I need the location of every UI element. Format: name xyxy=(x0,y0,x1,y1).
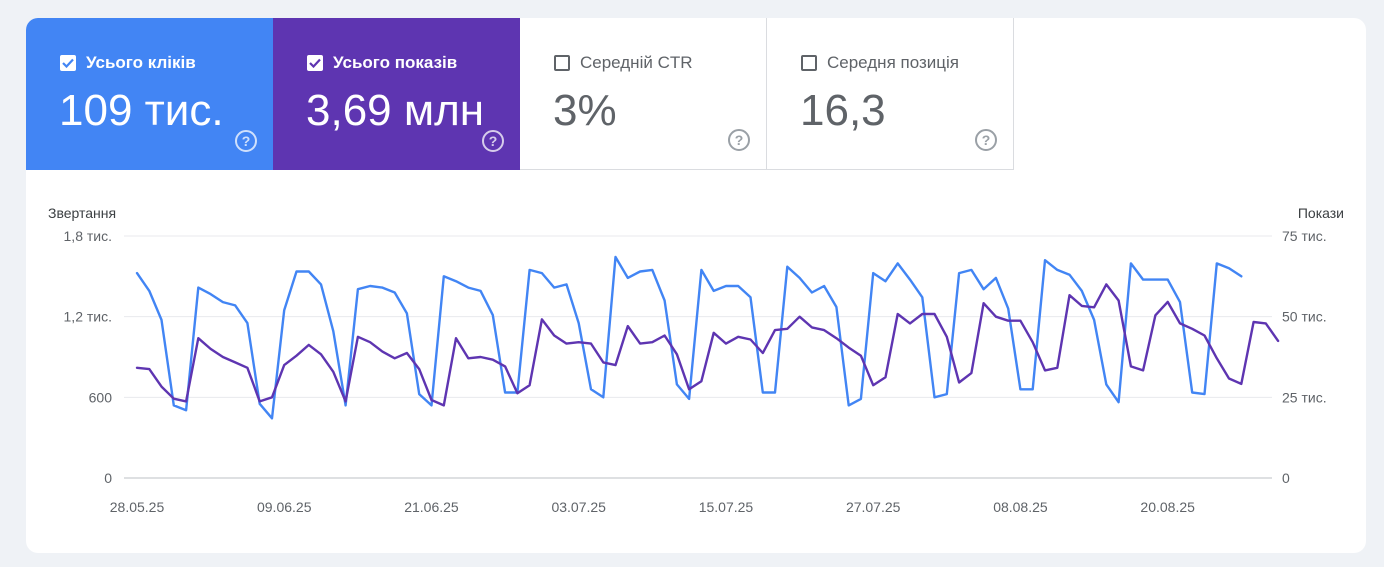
x-tick-label: 20.08.25 xyxy=(1140,499,1195,515)
metric-label: Усього показів xyxy=(333,53,458,72)
y-right-tick-label: 75 тис. xyxy=(1282,228,1327,244)
y-left-tick-label: 0 xyxy=(104,470,112,486)
x-tick-label: 09.06.25 xyxy=(257,499,312,515)
help-icon[interactable]: ? xyxy=(728,129,750,151)
metric-tile-clicks[interactable]: Усього кліків 109 тис. ? xyxy=(26,18,273,170)
y-right-tick-label: 50 тис. xyxy=(1282,309,1327,325)
series-lines xyxy=(135,255,1280,420)
x-tick-label: 27.07.25 xyxy=(846,499,901,515)
y-right-tick-label: 0 xyxy=(1282,470,1290,486)
checkbox-checked-icon[interactable] xyxy=(307,55,323,71)
y-left-tick-label: 600 xyxy=(89,389,113,405)
metric-value: 16,3 xyxy=(800,86,886,135)
performance-chart: Звертання Покази 0 0 600 25 тис. 1,2 тис. 50 … xyxy=(48,205,1344,515)
performance-card: Усього кліків 109 тис. ? Усього показів … xyxy=(26,18,1366,553)
grid: 0 0 600 25 тис. 1,2 тис. 50 тис. 1,8 тис. 75 ти… xyxy=(64,228,1327,515)
metric-label: Середній CTR xyxy=(580,53,693,72)
checkbox-unchecked-icon[interactable] xyxy=(801,55,817,71)
x-tick-label: 08.08.25 xyxy=(993,499,1048,515)
series-line-impressions xyxy=(135,255,1243,420)
metric-tile-ctr[interactable]: Середній CTR 3% ? xyxy=(520,18,767,170)
help-icon[interactable]: ? xyxy=(975,129,997,151)
series-line-clicks xyxy=(135,283,1280,407)
y-left-axis-title: Звертання xyxy=(48,205,116,221)
y-right-tick-label: 25 тис. xyxy=(1282,389,1327,405)
x-tick-label: 28.05.25 xyxy=(110,499,165,515)
metric-label: Усього кліків xyxy=(86,53,196,72)
metric-label: Середня позиція xyxy=(827,53,959,72)
help-icon[interactable]: ? xyxy=(482,130,504,152)
y-right-axis-title: Покази xyxy=(1298,205,1344,221)
metric-tile-impressions[interactable]: Усього показів 3,69 млн ? xyxy=(273,18,520,170)
metric-tiles: Усього кліків 109 тис. ? Усього показів … xyxy=(26,18,1014,170)
metric-value: 109 тис. xyxy=(59,86,224,135)
checkbox-checked-icon[interactable] xyxy=(60,55,76,71)
y-left-tick-label: 1,2 тис. xyxy=(64,309,112,325)
help-icon[interactable]: ? xyxy=(235,130,257,152)
checkbox-unchecked-icon[interactable] xyxy=(554,55,570,71)
metric-value: 3% xyxy=(553,86,617,135)
y-left-tick-label: 1,8 тис. xyxy=(64,228,112,244)
metric-tile-position[interactable]: Середня позиція 16,3 ? xyxy=(767,18,1014,170)
x-tick-label: 15.07.25 xyxy=(699,499,754,515)
metric-value: 3,69 млн xyxy=(306,86,485,135)
x-tick-label: 21.06.25 xyxy=(404,499,459,515)
x-tick-label: 03.07.25 xyxy=(551,499,606,515)
